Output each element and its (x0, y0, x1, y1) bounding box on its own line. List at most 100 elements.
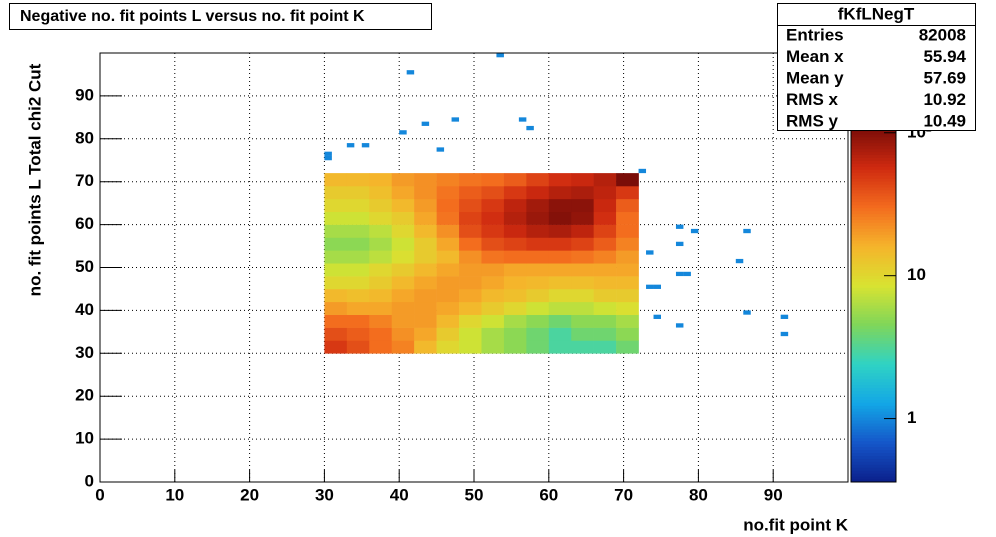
heat-cell (324, 340, 348, 354)
x-tick-label: 90 (764, 485, 783, 504)
y-tick-label: 20 (75, 386, 94, 405)
heat-cell (369, 211, 393, 225)
outlier-cell (638, 168, 647, 174)
outlier-cell (324, 151, 332, 156)
palette-step (851, 358, 896, 362)
heat-cell (391, 198, 415, 213)
palette-step (851, 275, 896, 279)
heat-cell (414, 250, 437, 264)
outlier-cell (496, 53, 504, 58)
heat-cell (548, 340, 572, 354)
palette-step (851, 437, 896, 442)
heat-cell (391, 276, 415, 290)
heat-cell (436, 340, 460, 354)
heat-cell (616, 185, 639, 200)
palette-step (851, 228, 896, 232)
heat-cell (616, 263, 639, 277)
palette-step (851, 346, 896, 350)
heat-cell (481, 288, 505, 303)
heat-cell (391, 250, 415, 264)
palette-step (851, 387, 896, 392)
palette-step (851, 189, 896, 194)
heat-cell (526, 301, 550, 315)
heat-cell (436, 250, 460, 264)
heat-cell (481, 301, 505, 315)
heat-cell (324, 263, 348, 277)
palette-step (851, 166, 896, 170)
palette-step (851, 352, 896, 356)
heat-cell (616, 314, 639, 328)
outlier-cell (653, 314, 661, 319)
palette-step (851, 151, 896, 156)
heat-cell (459, 185, 482, 200)
outlier-cell (406, 70, 415, 75)
heat-cell (526, 250, 550, 264)
heat-cell (593, 224, 617, 238)
palette-step (851, 154, 896, 158)
heat-cell (571, 263, 594, 277)
heat-cell (571, 288, 594, 303)
heat-cell (526, 314, 550, 328)
palette-step (851, 322, 896, 327)
heat-cell (571, 327, 594, 341)
stats-key: Mean x (786, 47, 844, 66)
heat-cell (436, 224, 460, 238)
palette-step (851, 461, 896, 465)
palette-step (851, 470, 896, 474)
heat-cell (436, 314, 460, 328)
palette-step (851, 375, 896, 380)
palette-step (851, 408, 896, 412)
heat-cell (571, 276, 594, 290)
palette-step (851, 195, 896, 200)
palette-step (851, 425, 896, 430)
outlier-cell (324, 155, 332, 161)
heat-cell (548, 224, 572, 238)
palette-step (851, 260, 896, 265)
heat-cell (593, 198, 617, 213)
palette-step (851, 192, 896, 197)
heat-cell (571, 185, 594, 200)
heat-cell (346, 237, 370, 251)
heat-cell (369, 173, 393, 187)
heat-cell (324, 301, 348, 315)
palette-step (851, 414, 896, 418)
heat-cell (548, 198, 572, 213)
heat-cell (436, 173, 460, 187)
heat-cell (548, 301, 572, 315)
heat-cell (436, 301, 460, 315)
heat-cell (616, 198, 639, 213)
heat-cell (346, 301, 370, 315)
heat-cell (391, 288, 415, 303)
heat-cell (548, 327, 572, 341)
palette-step (851, 299, 896, 303)
palette-step (851, 340, 896, 344)
palette-step (851, 222, 896, 226)
stats-title: fKfLNegT (838, 4, 915, 23)
outlier-cell (780, 331, 789, 337)
palette-step (851, 133, 896, 138)
palette-step (851, 446, 896, 451)
heat-cell (481, 340, 505, 354)
heat-cell (481, 173, 505, 187)
palette-step (851, 325, 896, 330)
palette-step (851, 381, 896, 386)
palette-step (851, 316, 896, 321)
heat-cell (526, 263, 550, 277)
palette-step (851, 169, 896, 173)
heat-cell (391, 211, 415, 225)
heat-cell (571, 314, 594, 328)
heat-cell (593, 173, 617, 187)
x-tick-label: 30 (315, 485, 334, 504)
heat-cell (414, 211, 437, 225)
heat-cell (436, 198, 460, 213)
palette-step (851, 455, 896, 459)
heat-cell (324, 237, 348, 251)
heat-cell (324, 314, 348, 328)
heat-cell (436, 327, 460, 341)
heat-cell (526, 185, 550, 200)
palette-step (851, 243, 896, 247)
heat-cell (369, 263, 393, 277)
heat-cell (324, 276, 348, 290)
heat-cell (369, 224, 393, 238)
heat-cell (503, 173, 527, 187)
